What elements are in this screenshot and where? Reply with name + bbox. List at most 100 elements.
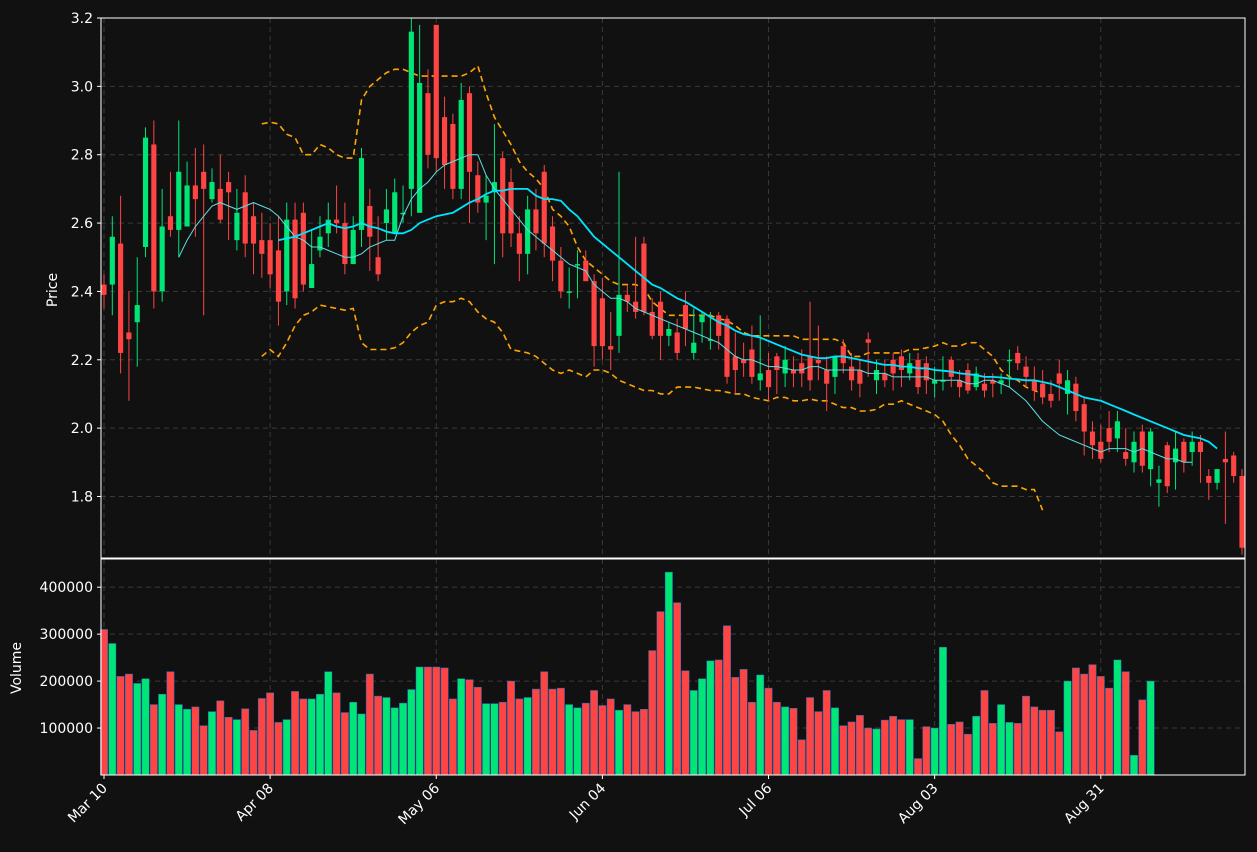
price-tick-label: 2.8 xyxy=(71,148,93,164)
candle xyxy=(591,274,597,367)
candle xyxy=(342,202,348,275)
volume-bar xyxy=(656,611,665,776)
candle-body xyxy=(965,370,971,391)
candle-body xyxy=(998,380,1004,384)
candle xyxy=(275,216,282,326)
candle-body xyxy=(358,158,365,230)
candle-body xyxy=(167,216,174,230)
candle-body xyxy=(898,356,905,371)
candle xyxy=(250,202,257,275)
candle xyxy=(209,168,215,203)
candle-body xyxy=(383,209,389,224)
candle-body xyxy=(450,123,456,189)
candle xyxy=(317,216,323,258)
candle xyxy=(159,188,165,302)
candle xyxy=(500,151,506,258)
candle xyxy=(1015,346,1021,371)
candle xyxy=(533,188,539,251)
candle xyxy=(957,370,963,398)
candle-body xyxy=(957,380,963,388)
candle xyxy=(217,154,223,224)
volume-bar xyxy=(257,698,266,776)
candle-body xyxy=(799,363,805,374)
volume-bar xyxy=(897,719,906,776)
candle-body xyxy=(716,315,722,336)
candle xyxy=(358,147,365,247)
candle xyxy=(1006,349,1012,388)
volume-bar xyxy=(756,674,765,776)
candle xyxy=(1123,428,1129,466)
volume-bar xyxy=(581,702,590,776)
candle-body xyxy=(350,229,356,265)
candle xyxy=(965,363,971,394)
candle-body xyxy=(1206,475,1212,483)
candle-body xyxy=(1156,479,1162,483)
candle xyxy=(973,366,979,391)
candle xyxy=(1222,431,1228,524)
volume-bar xyxy=(739,669,748,776)
candle-body xyxy=(1164,445,1170,487)
volume-bar xyxy=(1138,699,1147,776)
candle-body xyxy=(201,171,207,189)
candle-body xyxy=(857,370,863,384)
candle xyxy=(608,311,614,371)
candle-body xyxy=(466,93,473,172)
candle-body xyxy=(649,311,655,336)
candle xyxy=(873,359,880,394)
candle-body xyxy=(292,219,298,299)
candle-body xyxy=(832,356,838,377)
candle xyxy=(334,185,340,234)
candle-body xyxy=(342,223,348,265)
candle xyxy=(134,257,140,367)
volume-bar xyxy=(432,666,441,776)
candle-body xyxy=(674,332,680,353)
volume-bar xyxy=(980,690,989,776)
volume-bar xyxy=(1063,680,1072,776)
candle xyxy=(242,175,248,258)
volume-bars xyxy=(100,571,1155,776)
candle xyxy=(699,311,705,343)
volume-bar xyxy=(390,707,399,776)
candle xyxy=(1239,469,1245,555)
price-tick-label: 1.8 xyxy=(71,489,93,505)
candle xyxy=(932,366,938,398)
candle xyxy=(774,352,780,394)
candle xyxy=(184,161,190,227)
candle-body xyxy=(134,305,140,323)
candle xyxy=(1172,431,1179,490)
volume-bar xyxy=(532,688,540,776)
candle xyxy=(1156,465,1162,507)
candle-body xyxy=(1081,404,1087,432)
candle xyxy=(857,359,863,398)
price-tick-label: 2.4 xyxy=(71,284,93,300)
candle xyxy=(350,216,356,265)
candle-body xyxy=(807,356,813,381)
candle xyxy=(1031,366,1037,401)
candle-body xyxy=(815,359,821,364)
candle-body xyxy=(724,318,730,377)
price-tick-label: 3.2 xyxy=(71,11,93,27)
volume-bar xyxy=(955,721,964,776)
candle xyxy=(101,274,107,309)
candle-body xyxy=(574,264,581,266)
volume-bar xyxy=(224,716,233,776)
volume-bar xyxy=(440,667,449,776)
candle-body xyxy=(508,182,514,234)
volume-bar xyxy=(1096,676,1105,776)
candle-body xyxy=(151,144,157,292)
volume-bar xyxy=(125,673,133,776)
candle xyxy=(1164,441,1170,494)
candle-body xyxy=(458,100,464,189)
volume-bar xyxy=(631,711,640,776)
price-candles xyxy=(101,18,1245,555)
volume-bar xyxy=(465,679,474,776)
candle-body xyxy=(1189,441,1195,453)
candle xyxy=(915,352,921,394)
volume-bar xyxy=(324,671,333,776)
volume-bar xyxy=(158,693,167,776)
candle xyxy=(574,250,581,299)
candle xyxy=(458,82,464,200)
candle xyxy=(475,161,481,213)
